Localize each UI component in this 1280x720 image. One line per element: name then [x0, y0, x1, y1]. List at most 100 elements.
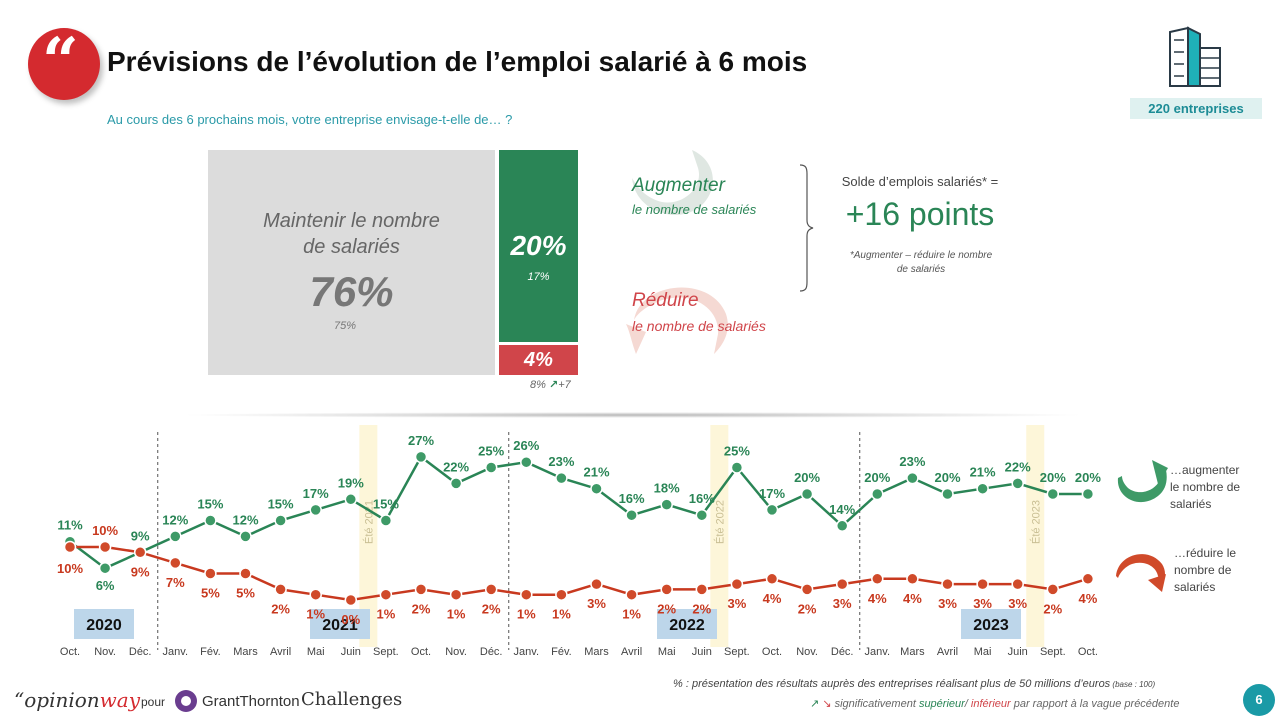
data-point: [941, 487, 954, 501]
x-tick-label: Nov.: [796, 646, 818, 658]
data-point: [484, 461, 498, 474]
x-tick-label: Avril: [937, 646, 958, 658]
reduire-title: Réduire: [632, 290, 699, 311]
data-point: [590, 482, 603, 495]
summer-band-label: Été 2022: [713, 500, 726, 544]
data-point: [133, 546, 147, 559]
legend-decrease-label: …réduire le nombre de salariés: [1174, 546, 1237, 594]
data-label: 10%: [92, 523, 118, 538]
challenges-logo: Challenges: [301, 689, 403, 710]
data-point: [344, 593, 358, 607]
augmenter-subtitle: le nombre de salariés: [632, 202, 757, 217]
brace-icon: [799, 164, 814, 292]
data-label: 5%: [201, 586, 220, 601]
year-label: 2022: [669, 617, 705, 634]
x-tick-label: Déc.: [480, 646, 503, 658]
x-tick-label: Nov.: [445, 646, 467, 658]
data-point: [414, 583, 428, 596]
arrow-up-icon: ↗: [810, 698, 820, 710]
data-point: [555, 471, 568, 485]
sample-size-badge: 220 entreprises: [1130, 98, 1262, 119]
data-label: 3%: [728, 596, 747, 611]
data-point: [309, 503, 322, 517]
data-label: 6%: [96, 578, 115, 593]
data-point: [555, 588, 568, 601]
data-point: [1081, 487, 1095, 501]
data-point: [871, 487, 884, 501]
data-label: 14%: [829, 502, 855, 517]
data-label: 3%: [833, 596, 852, 611]
x-tick-label: Fév.: [200, 646, 221, 658]
data-label: 11%: [57, 518, 83, 533]
data-point: [274, 514, 287, 527]
data-point: [765, 572, 779, 586]
increase-block: 20% 17%: [499, 150, 578, 342]
data-point: [625, 508, 638, 522]
x-tick-label: Avril: [270, 646, 291, 658]
building-icon: [1169, 26, 1221, 87]
data-label: 20%: [934, 470, 960, 485]
data-label: 19%: [338, 475, 364, 490]
x-tick-label: Juin: [1008, 646, 1028, 658]
maintain-value: 76%: [309, 268, 394, 315]
maintain-previous: 75%: [334, 320, 357, 332]
reduce-value: 4%: [524, 349, 553, 371]
data-label: 25%: [478, 444, 504, 459]
grant-thornton-logo: GrantThornton: [202, 693, 300, 710]
data-label: 23%: [899, 454, 925, 469]
data-point: [520, 588, 533, 601]
data-label: 15%: [197, 497, 223, 512]
data-point: [449, 588, 463, 601]
data-label: 3%: [973, 596, 992, 611]
increase-previous: 17%: [527, 271, 550, 283]
data-point: [204, 514, 217, 527]
opinionway-logo: “opinionway: [14, 688, 141, 712]
data-label: 1%: [552, 607, 571, 622]
data-label: 22%: [443, 459, 469, 474]
data-label: 22%: [1005, 459, 1031, 474]
year-label: 2023: [973, 617, 1009, 634]
data-point: [765, 503, 779, 517]
data-point: [1046, 583, 1060, 596]
x-tick-label: Déc.: [831, 646, 854, 658]
data-point: [730, 577, 744, 591]
data-label: 12%: [162, 512, 188, 527]
data-point: [1011, 577, 1024, 591]
data-point: [906, 572, 919, 586]
maintain-label: Maintenir le nombre de salariés: [263, 210, 440, 258]
data-point: [169, 530, 182, 543]
arrow-decrease-icon: [626, 287, 728, 354]
x-tick-label: Nov.: [94, 646, 116, 658]
data-point: [98, 540, 112, 554]
data-point: [835, 519, 849, 533]
increase-value: 20%: [510, 230, 567, 261]
x-tick-label: Avril: [621, 646, 642, 658]
x-tick-label: Oct.: [411, 646, 431, 658]
x-tick-label: Mai: [974, 646, 992, 658]
page-title: Prévisions de l’évolution de l’emploi sa…: [107, 46, 808, 77]
data-label: 3%: [587, 596, 606, 611]
data-label: 2%: [271, 601, 290, 616]
data-label: 2%: [657, 601, 676, 616]
data-point: [660, 498, 673, 511]
x-tick-label: Sept.: [724, 646, 750, 658]
data-point: [1046, 487, 1060, 501]
x-tick-label: Oct.: [60, 646, 80, 658]
data-label: 21%: [583, 465, 609, 480]
reduire-subtitle: le nombre de salariés: [632, 318, 766, 334]
data-label: 2%: [692, 601, 711, 616]
summer-band: [710, 425, 729, 647]
data-point: [1011, 477, 1024, 490]
data-label: 18%: [654, 481, 680, 496]
data-label: 3%: [1008, 596, 1027, 611]
year-label-box: [310, 609, 370, 639]
data-label: 2%: [1043, 601, 1062, 616]
footnote-significance: ↗ ↘ significativement supérieur/ inférie…: [810, 698, 1180, 710]
x-tick-label: Oct.: [762, 646, 782, 658]
year-label-box: [657, 609, 717, 639]
x-tick-label: Mai: [307, 646, 325, 658]
legend-arrow-up-icon: [1117, 460, 1168, 503]
data-label: 3%: [938, 596, 957, 611]
year-label: 2020: [86, 617, 122, 634]
